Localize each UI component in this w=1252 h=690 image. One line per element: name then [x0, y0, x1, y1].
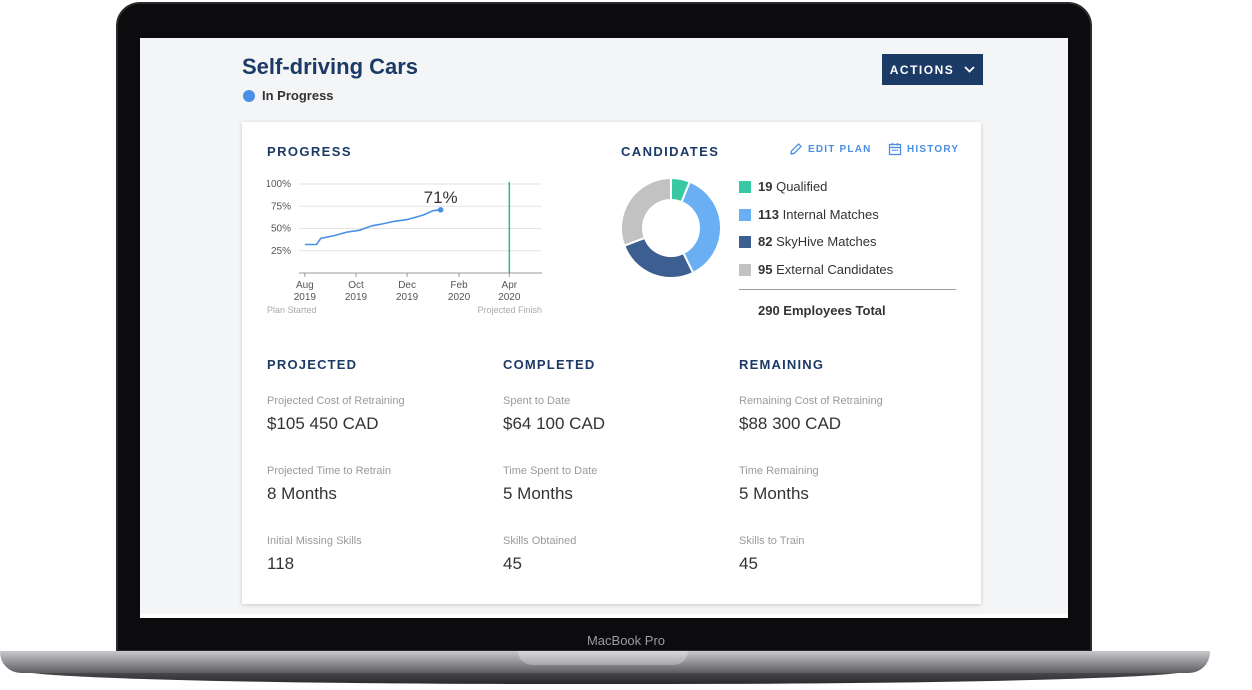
legend-item-skyhive-matches: 82 SkyHive Matches [739, 234, 877, 249]
legend-swatch [739, 180, 751, 193]
legend-count: 82 [758, 234, 773, 249]
laptop-notch [518, 651, 688, 665]
legend-item-external-candidates: 95 External Candidates [739, 262, 893, 277]
stat-label: Initial Missing Skills [267, 535, 362, 547]
y-tick-label: 50% [271, 224, 291, 235]
x-tick-year: 2019 [345, 292, 368, 303]
progress-heading: PROGRESS [267, 144, 352, 159]
status-label: In Progress [262, 88, 334, 103]
stat-value: $105 450 CAD [267, 414, 379, 433]
stat-label: Time Remaining [739, 465, 819, 477]
x-tick-year: 2019 [396, 292, 419, 303]
plan-started-label: Plan Started [267, 305, 317, 315]
y-tick-label: 25% [271, 246, 291, 257]
actions-button[interactable]: ACTIONS [882, 54, 983, 85]
legend-count: 19 [758, 179, 773, 194]
y-tick-label: 75% [271, 201, 291, 212]
x-tick-year: 2020 [448, 292, 471, 303]
candidates-heading: CANDIDATES [621, 144, 720, 159]
status-indicator: In Progress [243, 88, 334, 103]
progress-line [304, 209, 441, 246]
legend-label: Internal Matches [782, 207, 879, 222]
legend-item-internal-matches: 113 Internal Matches [739, 207, 879, 222]
stat-label: Projected Cost of Retraining [267, 395, 405, 407]
legend-swatch [739, 263, 751, 276]
x-tick-month: Oct [348, 280, 364, 291]
plan-summary-card: PROGRESS 100% 75% 50% 25% Aug 2019 Oct 2019 Dec 2… [242, 122, 981, 604]
x-tick-month: Aug [296, 280, 314, 291]
completed-heading: COMPLETED [503, 357, 596, 372]
projected-heading: PROJECTED [267, 357, 358, 372]
donut-slice-skyhive-matches [622, 236, 695, 279]
stat-label: Remaining Cost of Retraining [739, 395, 883, 407]
remaining-heading: REMAINING [739, 357, 825, 372]
laptop-base-shadow [20, 670, 1190, 684]
stat-value: 45 [503, 554, 522, 573]
chevron-down-icon [964, 66, 975, 73]
stat-value: 8 Months [267, 484, 337, 503]
history-link[interactable]: HISTORY [888, 142, 959, 156]
legend-item-qualified: 19 Qualified [739, 179, 827, 194]
stat-value: 5 Months [503, 484, 573, 503]
x-tick-year: 2019 [294, 292, 317, 303]
stat-label: Skills Obtained [503, 535, 577, 547]
edit-plan-link[interactable]: EDIT PLAN [789, 142, 872, 156]
progress-chart: 100%75%50%25%Aug2019Oct2019Dec2019Feb202… [267, 179, 542, 315]
projected-finish-label: Projected Finish [477, 305, 542, 315]
x-tick-month: Dec [398, 280, 416, 291]
employees-total: 290 Employees Total [758, 303, 886, 318]
stat-label: Skills to Train [739, 535, 805, 547]
x-tick-year: 2020 [498, 292, 521, 303]
legend-label: Qualified [776, 179, 828, 194]
stat-value: 45 [739, 554, 758, 573]
x-tick-month: Feb [450, 280, 468, 291]
legend-divider [739, 289, 956, 290]
stat-value: 118 [267, 554, 295, 573]
page-title: Self-driving Cars [242, 54, 419, 79]
page-footer [140, 614, 1068, 618]
legend-count: 95 [758, 262, 773, 277]
candidates-donut-chart [620, 176, 722, 279]
history-label: HISTORY [907, 143, 960, 155]
progress-percent-label: 71% [424, 188, 458, 207]
device-label: MacBook Pro [586, 633, 666, 648]
legend-swatch [739, 208, 751, 221]
stat-label: Spent to Date [503, 395, 571, 407]
y-tick-label: 100% [267, 179, 291, 190]
x-tick-month: Apr [502, 280, 518, 291]
edit-plan-label: EDIT PLAN [808, 143, 872, 155]
pencil-icon [790, 143, 802, 155]
stat-label: Projected Time to Retrain [267, 465, 392, 477]
stat-value: $88 300 CAD [739, 414, 842, 433]
calendar-icon [888, 143, 902, 156]
legend-label: External Candidates [776, 262, 894, 277]
status-dot-icon [243, 89, 255, 102]
stat-label: Time Spent to Date [503, 465, 598, 477]
legend-count: 113 [758, 207, 779, 222]
actions-label: ACTIONS [889, 62, 955, 77]
legend-swatch [739, 235, 751, 248]
donut-slice-internal-matches [680, 180, 722, 275]
stat-value: $64 100 CAD [503, 414, 606, 433]
app-screen: Self-driving Cars In Progress ACTIONS PR… [140, 38, 1068, 618]
legend-label: SkyHive Matches [776, 234, 877, 249]
progress-point [437, 207, 444, 213]
stat-value: 5 Months [739, 484, 809, 503]
donut-slice-external-candidates [620, 176, 672, 247]
